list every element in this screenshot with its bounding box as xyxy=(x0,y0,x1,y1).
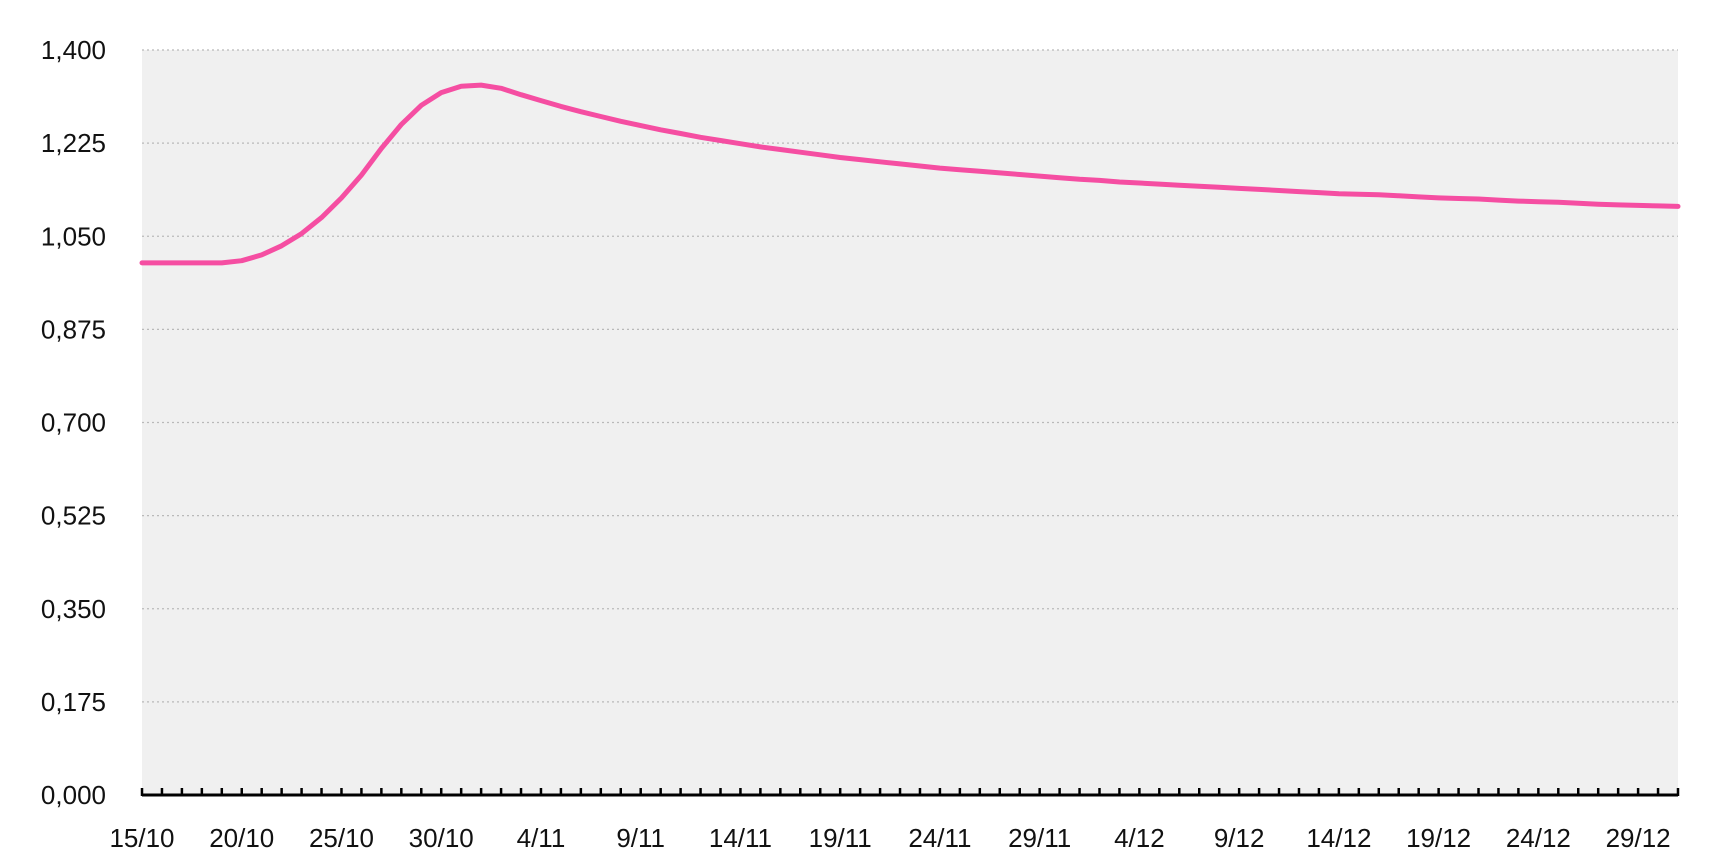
y-tick-label: 1,400 xyxy=(41,35,106,65)
y-axis-tick-labels: 0,000 0,175 0,350 0,525 0,700 0,875 1,050 1,225… xyxy=(41,35,106,810)
x-tick-label: 9/12 xyxy=(1214,823,1265,853)
y-tick-label: 0,000 xyxy=(41,780,106,810)
y-tick-label: 0,175 xyxy=(41,687,106,717)
x-tick-label: 19/11 xyxy=(809,823,872,853)
y-tick-label: 0,875 xyxy=(41,314,106,344)
x-tick-label: 29/11 xyxy=(1008,823,1071,853)
x-tick-label: 15/10 xyxy=(109,823,174,853)
gridlines xyxy=(142,49,1678,703)
x-tick-label: 24/11 xyxy=(908,823,971,853)
x-tick-label: 4/11 xyxy=(517,823,566,853)
series-layer xyxy=(139,82,1681,266)
x-tick-label: 14/12 xyxy=(1306,823,1371,853)
x-axis-tick-labels: 15/10 20/10 25/10 30/10 4/11 9/11 14/11 19/11 24… xyxy=(109,823,1670,853)
x-axis xyxy=(140,788,1680,797)
x-tick-label: 19/12 xyxy=(1406,823,1471,853)
x-tick-label: 14/11 xyxy=(709,823,772,853)
x-tick-label: 9/11 xyxy=(616,823,665,853)
y-tick-label: 1,225 xyxy=(41,128,106,158)
x-tick-label: 30/10 xyxy=(409,823,474,853)
series-line xyxy=(139,82,1681,266)
x-tick-label: 4/12 xyxy=(1114,823,1165,853)
x-tick-label: 24/12 xyxy=(1506,823,1571,853)
x-tick-label: 29/12 xyxy=(1606,823,1671,853)
y-tick-label: 0,700 xyxy=(41,408,106,438)
y-tick-label: 0,350 xyxy=(41,594,106,624)
y-tick-label: 1,050 xyxy=(41,221,106,251)
y-tick-label: 0,525 xyxy=(41,501,106,531)
x-tick-label: 25/10 xyxy=(309,823,374,853)
x-tick-label: 20/10 xyxy=(209,823,274,853)
